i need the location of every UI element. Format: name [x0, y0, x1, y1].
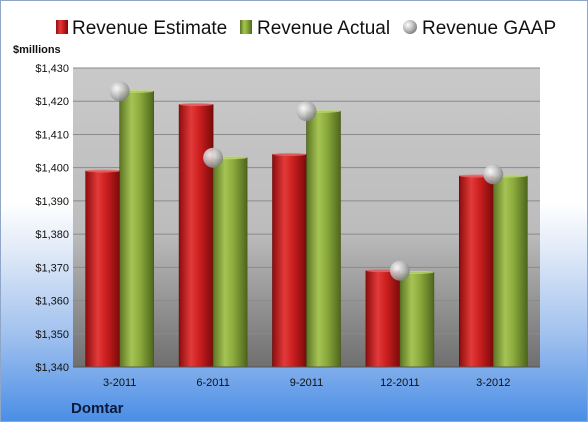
x-axis-ticks: 3-2011 6-2011 9-2011 12-2011 3-2012 [103, 377, 510, 389]
y-tick-label: $1,350 [35, 329, 69, 341]
bar-revenue-actual [399, 272, 435, 368]
bar-revenue-estimate [272, 154, 307, 368]
x-tick-label: 12-2011 [380, 377, 420, 389]
y-tick-label: $1,370 [35, 262, 69, 274]
y-axis-ticks: $1,340 $1,350 $1,360 $1,370 $1,380 $1,390 $1,4… [35, 63, 69, 374]
bar-revenue-actual [306, 110, 341, 368]
bar-revenue-estimate [178, 104, 214, 368]
legend-item-revenue-estimate: Revenue Estimate [56, 18, 227, 39]
bar-revenue-estimate [85, 170, 120, 368]
legend-label-estimate: Revenue Estimate [72, 18, 227, 39]
marker-revenue-gaap [203, 147, 224, 168]
bar-revenue-actual [119, 90, 154, 368]
y-tick-label: $1,400 [35, 163, 69, 175]
y-axis-unit-label: $millions [13, 44, 61, 56]
marker-revenue-gaap [296, 101, 317, 122]
marker-revenue-gaap [109, 81, 130, 102]
marker-revenue-gaap [389, 260, 410, 281]
bar-revenue-actual [492, 175, 528, 368]
legend-label-actual: Revenue Actual [257, 18, 390, 39]
company-name: Domtar [71, 400, 124, 417]
x-tick-label: 6-2011 [196, 377, 229, 389]
y-tick-label: $1,380 [35, 229, 69, 241]
bar-revenue-actual [212, 157, 248, 368]
legend-item-revenue-actual: Revenue Actual [240, 18, 390, 39]
x-tick-label: 3-2012 [476, 377, 510, 389]
y-tick-label: $1,420 [35, 96, 69, 108]
legend-item-revenue-gaap: Revenue GAAP [403, 18, 556, 39]
y-tick-label: $1,390 [35, 196, 69, 208]
x-tick-label: 3-2011 [103, 377, 136, 389]
gaap-markers [109, 81, 504, 281]
bar-revenue-estimate [458, 175, 494, 368]
bar-revenue-estimate [365, 270, 401, 368]
y-tick-label: $1,340 [35, 362, 69, 374]
bar-revenue-estimate-cap [85, 169, 120, 173]
bars [85, 89, 528, 368]
legend-swatch-estimate [56, 20, 68, 34]
bar-revenue-estimate-cap [179, 103, 214, 107]
bar-revenue-estimate-cap [272, 152, 307, 156]
x-tick-label: 9-2011 [290, 377, 323, 389]
y-tick-label: $1,410 [35, 129, 69, 141]
y-tick-label: $1,430 [35, 63, 69, 75]
legend-swatch-actual [240, 20, 252, 34]
legend: Revenue Estimate Revenue Actual Revenue … [56, 18, 556, 39]
legend-label-gaap: Revenue GAAP [422, 18, 556, 39]
y-tick-label: $1,360 [35, 296, 69, 308]
marker-revenue-gaap [483, 164, 504, 185]
legend-swatch-gaap [403, 20, 417, 34]
